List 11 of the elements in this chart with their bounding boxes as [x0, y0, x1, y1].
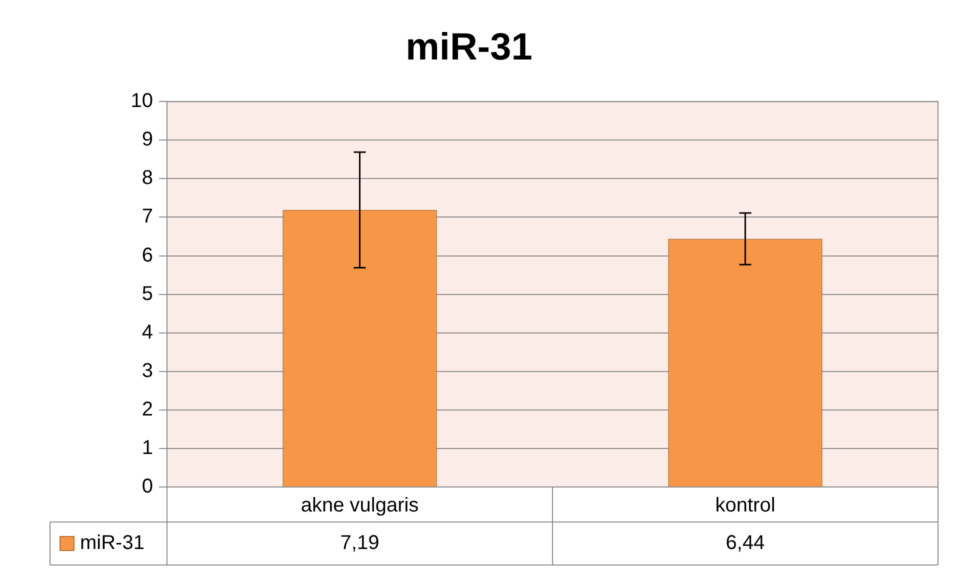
y-tick-label: 10: [130, 90, 153, 112]
y-tick-label: 9: [142, 128, 153, 151]
y-tick-label: 4: [142, 321, 153, 344]
y-tick-label: 5: [142, 282, 153, 305]
chart-title: miR-31: [406, 26, 532, 68]
y-tick-label: 8: [142, 167, 153, 190]
y-tick-label: 3: [142, 360, 153, 382]
y-tick-label: 6: [142, 244, 153, 266]
y-tick-label: 2: [142, 398, 153, 420]
y-tick-label: 1: [142, 436, 153, 459]
y-tick-label: 7: [142, 206, 153, 228]
